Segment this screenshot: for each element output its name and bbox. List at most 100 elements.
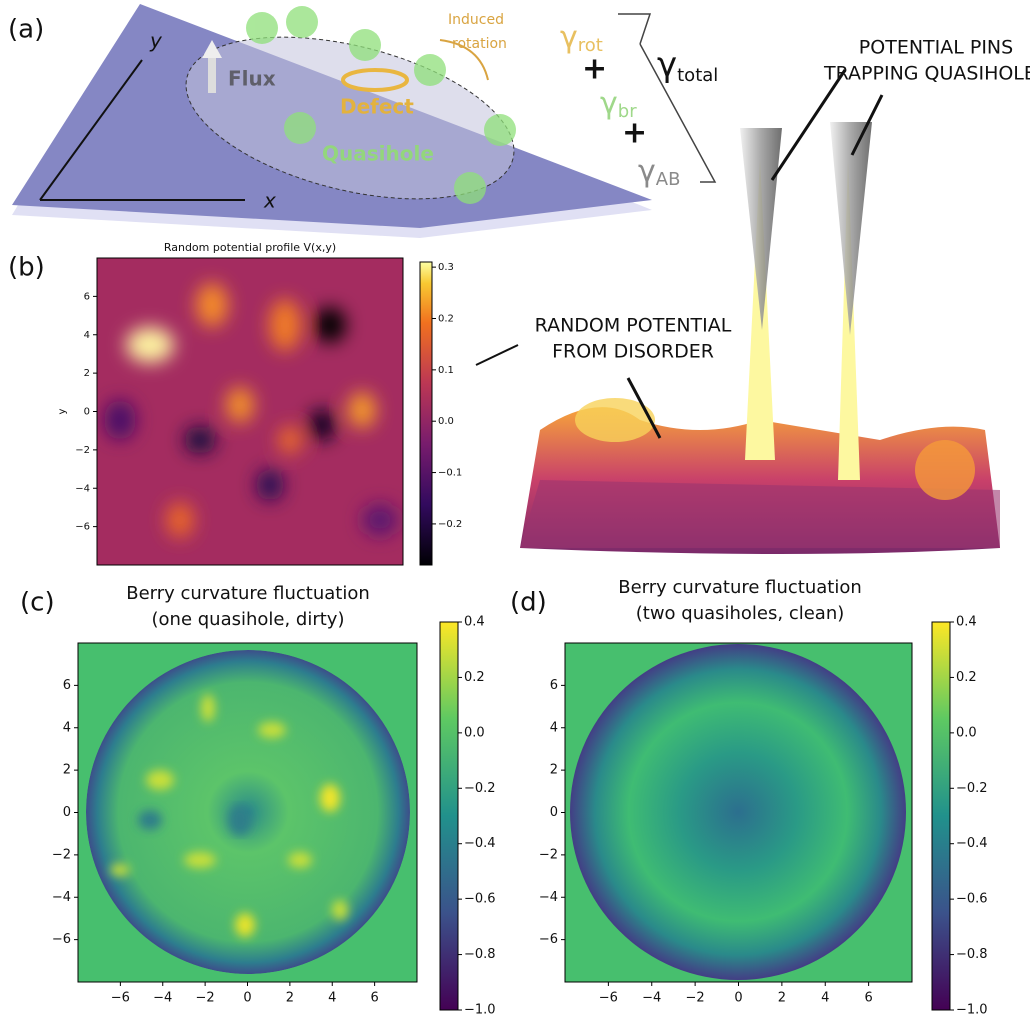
chart-title: Berry curvature fluctuation — [126, 583, 370, 604]
y-tick-label: −6 — [52, 932, 71, 947]
y-tick-label: −6 — [75, 522, 90, 533]
colorbar-tick-label: −0.4 — [464, 836, 496, 851]
phase-symbol: γ — [638, 154, 656, 189]
x-tick-label: 6 — [864, 991, 872, 1006]
y-tick-label: 4 — [63, 720, 71, 735]
y-tick-label: 4 — [550, 720, 558, 735]
x-tick-label: 0 — [243, 991, 251, 1006]
x-tick-label: 2 — [778, 991, 786, 1006]
disorder-label: FROM DISORDER — [552, 341, 714, 363]
colorbar — [440, 622, 458, 1010]
quasihole-label: Quasihole — [322, 142, 434, 166]
y-tick-label: 2 — [550, 763, 558, 778]
schematic: (a) y x Flux Defect Quasihole Induced ro… — [8, 4, 718, 238]
axis-label: y — [149, 29, 163, 53]
x-tick-label: 6 — [370, 991, 378, 1006]
colorbar-tick-label: −0.6 — [956, 892, 988, 907]
colorbar-tick-label: 0.3 — [438, 262, 454, 273]
panel-label: (c) — [20, 588, 55, 618]
colorbar-tick-label: −0.8 — [956, 947, 988, 962]
panel-label: (d) — [510, 588, 547, 618]
colorbar-tick-label: 0.2 — [956, 670, 977, 685]
axis-label: x — [263, 189, 276, 213]
colorbar-tick-label: −1.0 — [464, 1003, 496, 1018]
colorbar — [420, 262, 432, 565]
x-tick-label: 0 — [734, 991, 742, 1006]
y-tick-label: 6 — [63, 678, 71, 693]
phase-label: γAB — [638, 154, 680, 191]
y-tick-label: 0 — [550, 805, 558, 820]
pin — [740, 128, 782, 330]
colorbar-tick-label: −0.2 — [464, 781, 496, 796]
defect-label: Defect — [340, 95, 414, 119]
colorbar-tick-label: −0.6 — [464, 892, 496, 907]
y-tick-label: 4 — [84, 330, 90, 341]
panel-label: (b) — [8, 253, 45, 283]
x-tick-label: −6 — [111, 991, 130, 1006]
y-tick-label: 6 — [550, 678, 558, 693]
colorbar-tick-label: 0.0 — [464, 725, 485, 740]
phase-symbol: γ — [600, 86, 618, 121]
heatmap-image — [97, 258, 403, 565]
colorbar-tick-label: 0.2 — [438, 313, 454, 324]
rotation-label: Induced — [448, 12, 504, 28]
bump — [915, 440, 975, 500]
landscape: POTENTIAL PINS TRAPPING QUASIHOLES RANDO… — [476, 37, 1030, 555]
figure: (a) y x Flux Defect Quasihole Induced ro… — [0, 0, 1030, 1020]
pins-label: TRAPPING QUASIHOLES — [823, 63, 1030, 85]
chart-title: (one quasihole, dirty) — [152, 609, 345, 630]
colorbar-tick-label: −0.8 — [464, 947, 496, 962]
x-tick-label: −4 — [153, 991, 172, 1006]
panel-label: (a) — [8, 15, 44, 45]
phase-symbol: γ — [657, 45, 677, 85]
flux-label: Flux — [228, 67, 276, 91]
colorbar-tick-label: −0.2 — [438, 519, 462, 530]
chart-title: Berry curvature fluctuation — [618, 577, 862, 598]
leader — [476, 345, 518, 365]
colorbar-tick-label: 0.4 — [956, 615, 977, 630]
colorbar-tick-label: 0.1 — [438, 365, 454, 376]
x-tick-label: 4 — [328, 991, 336, 1006]
colorbar-tick-label: −0.4 — [956, 836, 988, 851]
y-tick-label: 2 — [84, 368, 90, 379]
y-tick-label: −4 — [539, 890, 558, 905]
colorbar-tick-label: 0.4 — [464, 615, 485, 630]
x-tick-label: 4 — [821, 991, 829, 1006]
phase-symbol: γ — [560, 20, 578, 55]
y-tick-label: −2 — [539, 847, 558, 862]
y-tick-label: 0 — [84, 407, 90, 418]
pins-label: POTENTIAL PINS — [859, 37, 1013, 59]
x-tick-label: −4 — [642, 991, 661, 1006]
phase-subscript: total — [677, 65, 718, 86]
colorbar-tick-label: 0.0 — [438, 416, 454, 427]
plus: + — [622, 116, 647, 151]
colorbar — [932, 622, 950, 1010]
plus: + — [582, 52, 607, 87]
heatmap-image — [570, 644, 906, 980]
colorbar-tick-label: −0.1 — [438, 468, 462, 479]
x-tick-label: −2 — [686, 991, 705, 1006]
colorbar-tick-label: 0.0 — [956, 725, 977, 740]
rotation-label: rotation — [452, 36, 507, 52]
y-tick-label: 0 — [63, 805, 71, 820]
brace — [618, 14, 715, 182]
disorder-label: RANDOM POTENTIAL — [535, 315, 732, 337]
y-tick-label: 6 — [84, 291, 90, 302]
y-tick-label: 2 — [63, 763, 71, 778]
phase-subscript: AB — [656, 169, 681, 190]
y-tick-label: −2 — [52, 847, 71, 862]
x-tick-label: −2 — [196, 991, 215, 1006]
x-tick-label: −6 — [599, 991, 618, 1006]
colorbar-tick-label: −1.0 — [956, 1003, 988, 1018]
colorbar-tick-label: 0.2 — [464, 670, 485, 685]
y-tick-label: −2 — [75, 445, 90, 456]
y-tick-label: −4 — [52, 890, 71, 905]
total-label: γtotal — [657, 45, 718, 87]
chart-title: Random potential profile V(x,y) — [164, 241, 336, 254]
colorbar-tick-label: −0.2 — [956, 781, 988, 796]
x-tick-label: 2 — [286, 991, 294, 1006]
chart-title: (two quasiholes, clean) — [636, 603, 845, 624]
y-axis-label: y — [57, 408, 68, 414]
heatmap-image — [86, 650, 410, 974]
flux-shaft — [208, 58, 216, 93]
